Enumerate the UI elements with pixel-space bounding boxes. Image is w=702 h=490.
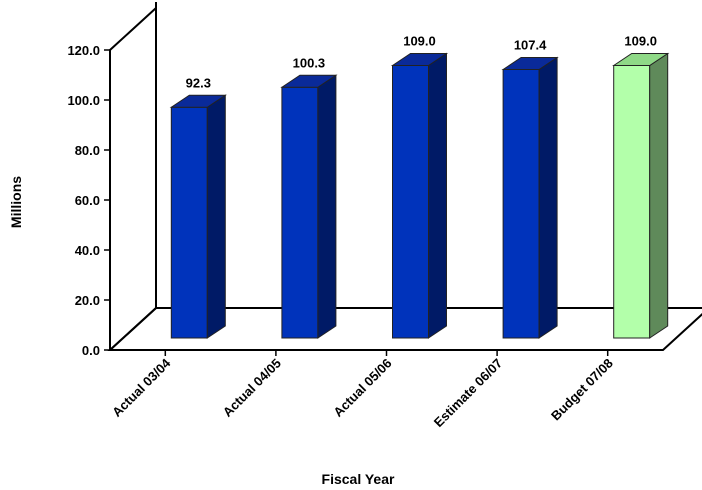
x-axis-title: Fiscal Year — [322, 471, 395, 487]
bar-front — [502, 69, 540, 339]
bar-top — [169, 94, 227, 108]
y-tick-label: 100.0 — [67, 93, 100, 108]
y-axis-title: Millions — [8, 176, 24, 228]
bars: 92.3 100.3 109.0 107.4 109.0 — [169, 34, 670, 339]
bar-side — [649, 52, 669, 339]
bar-side — [206, 94, 226, 339]
data-label: 92.3 — [186, 75, 211, 90]
bar-front — [170, 106, 208, 339]
y-axis-ticks: 0.0 20.0 40.0 60.0 80.0 100.0 120.0 — [67, 43, 110, 358]
y-tick-label: 60.0 — [75, 193, 100, 208]
bar — [390, 52, 449, 339]
bar-top — [280, 74, 338, 88]
y-tick-label: 120.0 — [67, 43, 100, 58]
x-tick-label: Budget 07/08 — [548, 356, 616, 424]
bar-front — [613, 65, 651, 339]
bar — [169, 94, 227, 339]
bar-side — [428, 52, 447, 339]
bar-top — [501, 57, 559, 70]
x-tick-label: Actual 03/04 — [109, 355, 174, 420]
bar-side — [317, 74, 337, 339]
y-tick-label: 80.0 — [75, 143, 100, 158]
y-tick-label: 20.0 — [75, 293, 100, 308]
bar — [501, 56, 559, 339]
x-tick-label: Actual 05/06 — [330, 356, 394, 420]
bar-side — [538, 56, 558, 339]
y-tick-label: 0.0 — [82, 343, 100, 358]
data-label: 109.0 — [624, 34, 657, 49]
bar-front — [281, 86, 319, 339]
left-wall — [109, 7, 157, 350]
floor — [107, 307, 702, 351]
y-tick-label: 40.0 — [75, 243, 100, 258]
bar — [280, 74, 338, 339]
x-axis-ticks: Actual 03/04 Actual 04/05 Actual 05/06 Esti… — [109, 350, 616, 430]
x-tick-label: Estimate 06/07 — [431, 356, 505, 430]
bar-front — [392, 65, 429, 339]
data-label: 107.4 — [514, 38, 547, 53]
bar-top — [390, 53, 449, 66]
bar — [612, 52, 670, 339]
data-label: 100.3 — [293, 55, 326, 70]
back-wall-edge — [109, 2, 157, 351]
bar-top — [612, 53, 670, 66]
data-label: 109.0 — [403, 34, 436, 49]
x-tick-label: Actual 04/05 — [220, 356, 284, 420]
